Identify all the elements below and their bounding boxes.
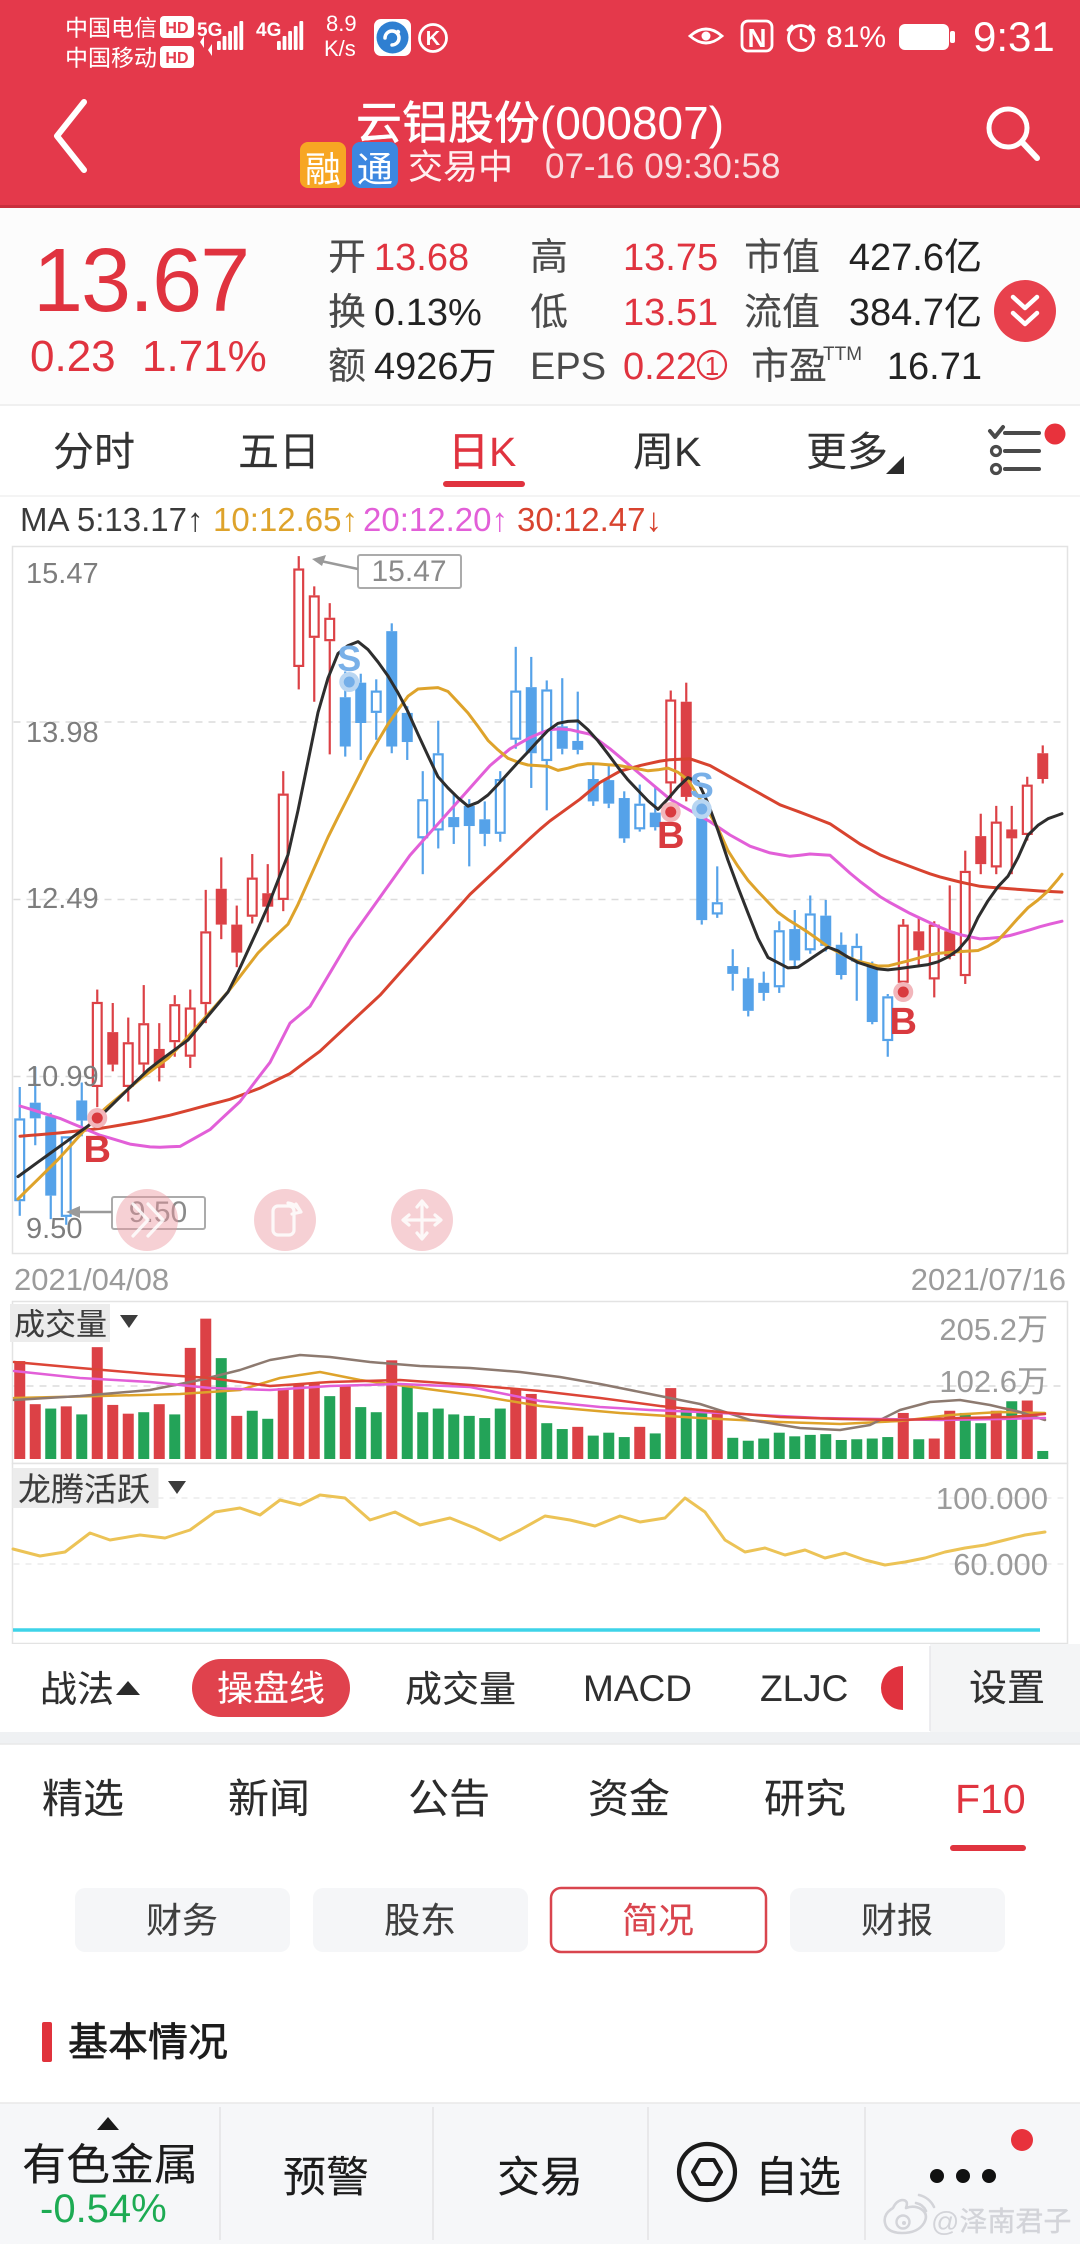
svg-text:13.67: 13.67 bbox=[33, 231, 248, 331]
svg-text:10:12.65↑: 10:12.65↑ bbox=[213, 501, 358, 538]
svg-text:K: K bbox=[674, 429, 701, 475]
svg-text:K: K bbox=[426, 28, 441, 50]
svg-text:0.23: 0.23 bbox=[30, 332, 116, 381]
svg-text:0.13%: 0.13% bbox=[374, 292, 482, 334]
svg-text:(000807): (000807) bbox=[540, 97, 724, 149]
svg-text:N: N bbox=[748, 23, 767, 53]
svg-text:K/s: K/s bbox=[324, 36, 356, 61]
svg-text:5G: 5G bbox=[197, 20, 222, 41]
svg-text:9:31: 9:31 bbox=[973, 13, 1055, 60]
svg-text:HD: HD bbox=[165, 50, 188, 67]
svg-text:B: B bbox=[84, 1129, 111, 1171]
svg-text:81%: 81% bbox=[826, 21, 886, 54]
svg-text:ZLJC: ZLJC bbox=[760, 1668, 848, 1709]
svg-text:9.50: 9.50 bbox=[26, 1213, 82, 1245]
svg-text:-0.54%: -0.54% bbox=[40, 2187, 167, 2231]
svg-text:15.47: 15.47 bbox=[26, 558, 99, 590]
svg-text:205.2: 205.2 bbox=[939, 1312, 1017, 1347]
svg-text:13.98: 13.98 bbox=[26, 717, 99, 749]
svg-text:427.6: 427.6 bbox=[849, 237, 944, 279]
svg-text:F10: F10 bbox=[955, 1776, 1026, 1822]
svg-text:60.000: 60.000 bbox=[953, 1547, 1048, 1582]
svg-text:4G: 4G bbox=[256, 20, 281, 41]
svg-text:B: B bbox=[657, 815, 684, 857]
svg-text:13.68: 13.68 bbox=[374, 237, 469, 279]
svg-text:102.6: 102.6 bbox=[939, 1364, 1017, 1399]
svg-text:15.47: 15.47 bbox=[372, 555, 447, 588]
svg-text:16.71: 16.71 bbox=[887, 346, 982, 388]
svg-text:13.51: 13.51 bbox=[623, 292, 718, 334]
svg-text:2021/04/08: 2021/04/08 bbox=[14, 1262, 169, 1297]
svg-text:30:12.47↓: 30:12.47↓ bbox=[517, 501, 662, 538]
svg-text:8.9: 8.9 bbox=[326, 11, 357, 36]
svg-text:K: K bbox=[489, 429, 516, 475]
svg-text:13.75: 13.75 bbox=[623, 237, 718, 279]
svg-text:MACD: MACD bbox=[583, 1668, 692, 1709]
svg-text:1: 1 bbox=[705, 351, 719, 381]
svg-text:10.99: 10.99 bbox=[26, 1061, 99, 1093]
svg-text:MA 5:13.17↑: MA 5:13.17↑ bbox=[20, 501, 203, 538]
svg-text:20:12.20↑: 20:12.20↑ bbox=[363, 501, 508, 538]
svg-text:4926: 4926 bbox=[374, 346, 459, 388]
svg-text:384.7: 384.7 bbox=[849, 292, 944, 334]
svg-text:TTM: TTM bbox=[823, 344, 862, 365]
svg-text:07-16 09:30:58: 07-16 09:30:58 bbox=[545, 147, 780, 186]
svg-text:B: B bbox=[890, 1001, 917, 1043]
svg-text:12.49: 12.49 bbox=[26, 883, 99, 915]
svg-text:0.22: 0.22 bbox=[623, 346, 697, 388]
svg-text:@: @ bbox=[931, 2206, 959, 2237]
svg-text:1.71%: 1.71% bbox=[142, 332, 267, 381]
svg-text:2021/07/16: 2021/07/16 bbox=[911, 1262, 1066, 1297]
svg-text:HD: HD bbox=[165, 20, 188, 37]
svg-text:100.000: 100.000 bbox=[936, 1481, 1048, 1516]
svg-text:EPS: EPS bbox=[530, 346, 606, 388]
